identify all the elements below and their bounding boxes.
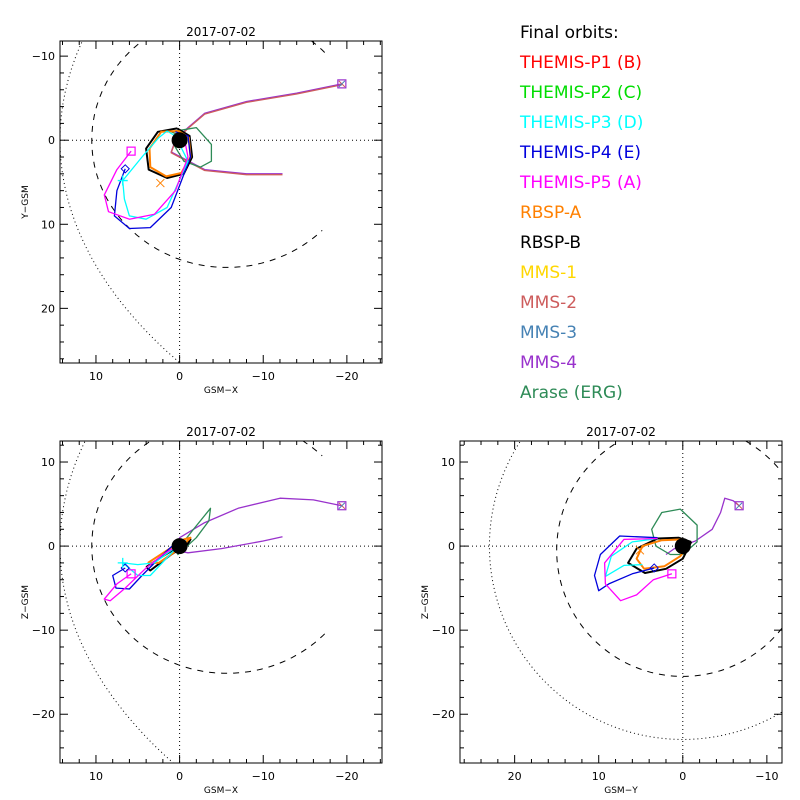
x-tick-label: −20: [335, 370, 358, 383]
y-tick-label: −20: [432, 708, 455, 721]
legend-item: RBSP-A: [520, 203, 582, 223]
plot-frame: [59, 40, 383, 364]
orbit-themis-p5-a-: [103, 135, 189, 220]
legend-items: THEMIS-P1 (B) THEMIS-P2 (C) THEMIS-P3 (D) T…: [520, 48, 643, 408]
y-tick-label: −10: [32, 50, 55, 63]
magnetopause-curve: [556, 441, 782, 677]
plot-frame: [59, 440, 383, 764]
legend-item: THEMIS-P2 (C): [520, 83, 643, 103]
x-tick-label: 0: [176, 370, 183, 383]
y-tick-label: −10: [432, 624, 455, 637]
x-tick-label: −10: [252, 370, 275, 383]
y-tick-label: 10: [41, 218, 55, 231]
legend-item: THEMIS-P1 (B): [520, 53, 642, 73]
y-tick-label: 0: [48, 540, 55, 553]
y-axis-label: Z−GSM: [21, 585, 31, 619]
position-marker-plus: [117, 175, 128, 186]
plot-title: 2017-07-02: [586, 425, 656, 439]
orbit-themis-p5-a-: [603, 537, 673, 602]
x-tick-label: 0: [679, 770, 686, 783]
bow-shock-curve: [60, 441, 175, 763]
position-marker-square: [337, 79, 347, 89]
legend-item: THEMIS-P4 (E): [520, 143, 641, 163]
legend-item: MMS-1: [520, 263, 578, 283]
legend-item: Arase (ERG): [520, 383, 623, 403]
y-tick-label: 0: [48, 134, 55, 147]
magnetopause-curve: [91, 441, 326, 674]
y-tick-label: −20: [32, 708, 55, 721]
earth-marker: [171, 132, 188, 149]
legend-item: THEMIS-P5 (A): [520, 173, 642, 193]
position-marker-square: [126, 569, 136, 579]
orbit-mms-2: [170, 84, 343, 176]
x-tick-label: 10: [89, 770, 103, 783]
orbit-themis-p3-d-: [604, 537, 658, 578]
x-tick-label: 0: [176, 770, 183, 783]
plot-title: 2017-07-02: [186, 25, 256, 39]
x-axis-label: GSM−X: [204, 786, 238, 796]
position-marker-square: [126, 146, 136, 156]
position-marker-x: [156, 178, 165, 188]
position-marker-square: [337, 501, 347, 511]
legend-item: MMS-4: [520, 353, 578, 373]
plot-frame: [459, 440, 783, 764]
y-tick-label: 10: [441, 456, 455, 469]
plot-panel: 10 0 −10 −20 −10 0 10 20 2017-07-02 GSM−X Y−GSM: [21, 25, 383, 396]
orbit-themis-p4-e-: [593, 535, 658, 592]
plot-title: 2017-07-02: [186, 425, 256, 439]
x-tick-label: 20: [508, 770, 522, 783]
orbit-arase-erg-: [651, 508, 698, 556]
position-marker-diamond: [120, 164, 130, 174]
y-axis-label: Z−GSM: [421, 585, 431, 619]
x-tick-label: −10: [252, 770, 275, 783]
orbit-rbsp-b: [627, 536, 693, 574]
magnetopause-curve: [91, 41, 326, 268]
earth-marker: [674, 538, 691, 555]
legend: Final orbits: THEMIS-P1 (B) THEMIS-P2 (C)…: [520, 18, 643, 408]
y-tick-label: 20: [41, 302, 55, 315]
legend-title: Final orbits:: [520, 23, 619, 43]
plot-panel: 20 10 0 −10 10 0 −10 −20 2017-07-02 GSM−Y Z−GSM: [421, 425, 783, 796]
legend-item: MMS-3: [520, 323, 578, 343]
orbit-themis-p4-e-: [113, 131, 192, 230]
legend-item: THEMIS-P3 (D): [520, 113, 644, 133]
earth-marker: [171, 538, 188, 555]
position-marker-square: [667, 569, 677, 579]
position-marker-plus: [117, 557, 128, 568]
orbit-rbsp-b: [145, 127, 194, 179]
x-tick-label: 10: [592, 770, 606, 783]
legend-item: RBSP-B: [520, 233, 582, 253]
x-tick-label: −20: [335, 770, 358, 783]
orbit-themis-p5-a-: [103, 543, 180, 602]
plot-panel: 10 0 −10 −20 10 0 −10 −20 2017-07-02 GSM−X Z−GSM: [21, 425, 383, 796]
orbit-arase-erg-: [176, 507, 212, 556]
position-marker-x: [635, 545, 645, 555]
x-tick-label: 10: [89, 370, 103, 383]
x-axis-label: GSM−Y: [604, 786, 638, 796]
x-tick-label: −10: [755, 770, 778, 783]
y-tick-label: 10: [41, 456, 55, 469]
y-axis-label: Y−GSM: [21, 185, 31, 220]
orbit-mms-4: [174, 497, 343, 554]
x-axis-label: GSM−X: [204, 386, 238, 396]
orbit-rbsp-a: [635, 538, 691, 570]
legend-item: MMS-2: [520, 293, 578, 313]
position-marker-diamond: [649, 563, 659, 573]
position-marker-square: [734, 501, 744, 511]
y-tick-label: −10: [32, 624, 55, 637]
y-tick-label: 0: [448, 540, 455, 553]
bow-shock-curve: [60, 41, 181, 363]
orbit-themis-p3-d-: [122, 130, 189, 220]
